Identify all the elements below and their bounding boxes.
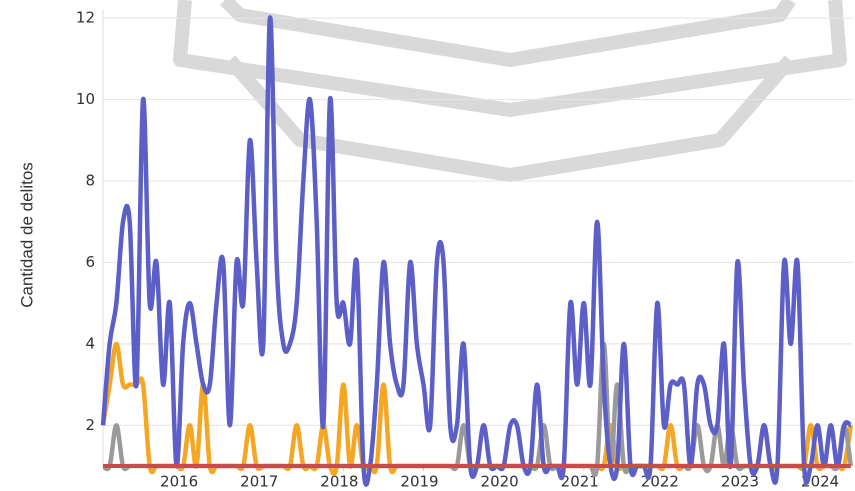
y-tick-label: 10	[76, 90, 95, 108]
x-tick-label: 2016	[160, 473, 198, 491]
x-tick-label: 2018	[320, 473, 358, 491]
x-tick-label: 2020	[481, 473, 519, 491]
x-tick-label: 2017	[240, 473, 278, 491]
y-tick-label: 6	[85, 253, 95, 271]
watermark	[180, 0, 840, 175]
line	[103, 17, 851, 484]
x-tick-label: 2019	[400, 473, 438, 491]
y-tick-label: 12	[76, 9, 95, 27]
chart: Cantidad de delitos 2 4 6 8 10 12 2016 2017 2018…	[0, 0, 855, 491]
y-tick-label: 8	[85, 172, 95, 190]
y-tick-label: 4	[85, 334, 95, 352]
y-axis-label: Cantidad de delitos	[17, 162, 36, 308]
y-tick-label: 2	[85, 416, 95, 434]
